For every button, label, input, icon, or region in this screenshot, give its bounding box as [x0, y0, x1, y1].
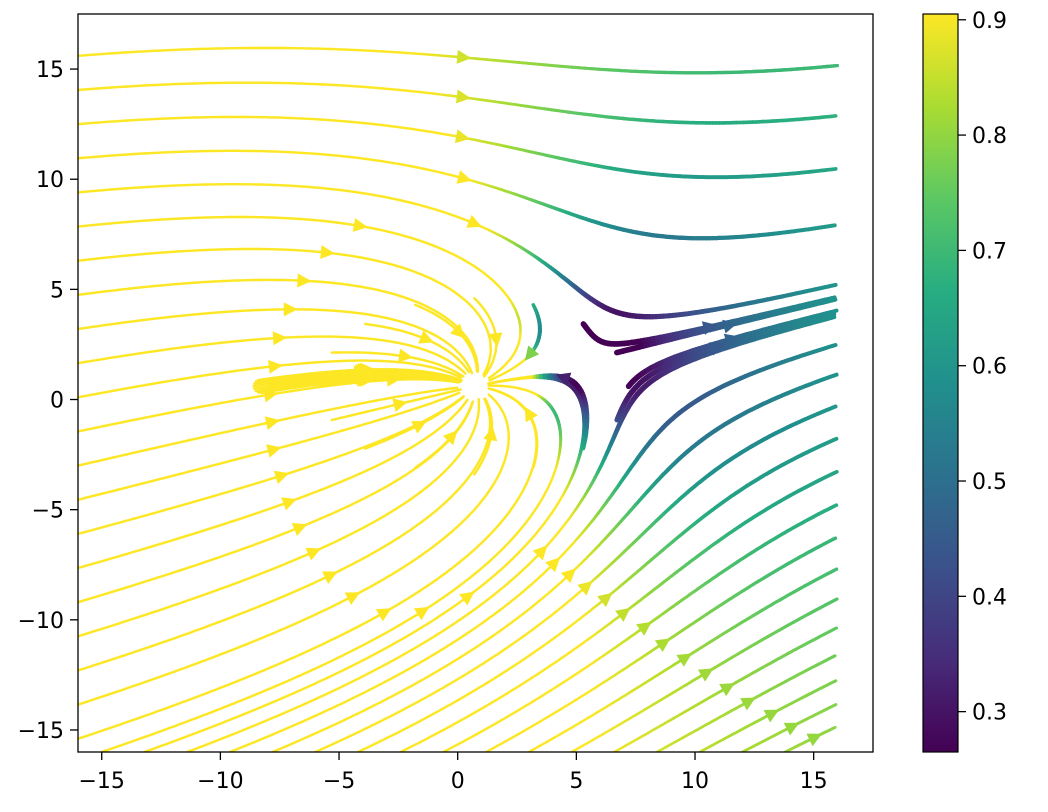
streamline-segment [463, 371, 465, 373]
streamline-segment [466, 400, 468, 403]
streamline-segment [832, 225, 835, 226]
streamline-segment [832, 345, 835, 346]
streamline-segment [834, 439, 837, 440]
streamline-segment [456, 393, 459, 394]
streamline-segment [833, 407, 836, 408]
streamline-segment [489, 376, 492, 378]
plot-area [78, 14, 873, 752]
streamline-segment [458, 376, 461, 377]
streamline-segment [832, 285, 835, 286]
streamline-segment [831, 317, 834, 318]
streamline-segment [471, 370, 472, 373]
streamline-segment [489, 395, 491, 397]
streamline-segment [834, 375, 837, 376]
